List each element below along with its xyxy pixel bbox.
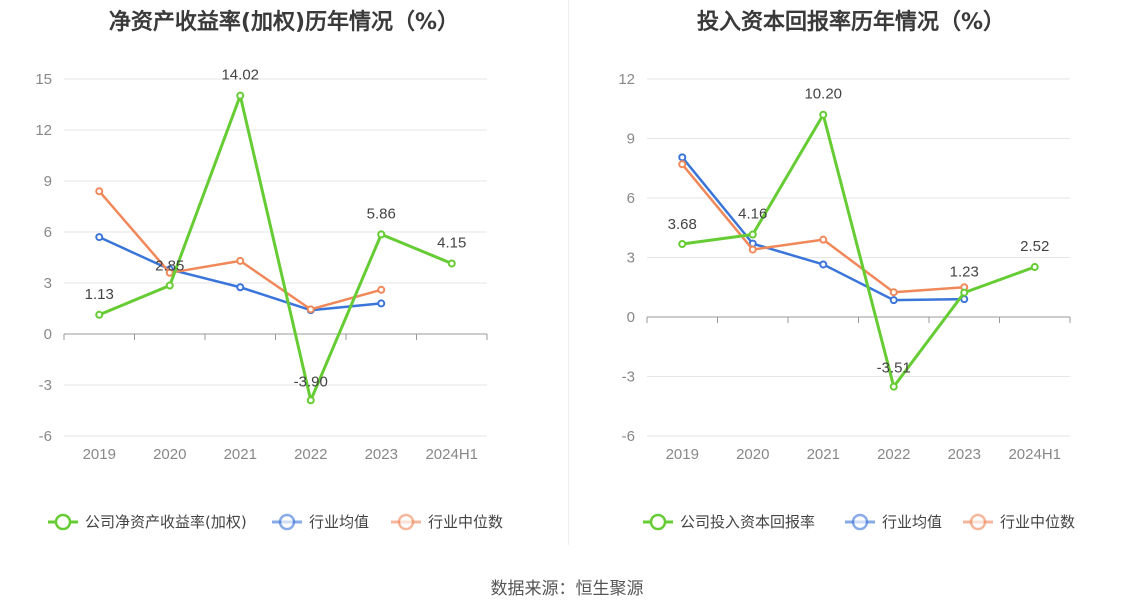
data-point: [819, 110, 828, 119]
x-tick-label: 2020: [153, 446, 186, 463]
data-point: [889, 382, 898, 391]
x-tick-label: 2024H1: [425, 446, 478, 463]
data-point: [678, 240, 687, 249]
legend-marker: [969, 513, 987, 531]
y-tick-label: -6: [622, 428, 635, 445]
y-tick-label: 6: [44, 224, 52, 241]
x-tick-label: 2024H1: [1008, 446, 1061, 463]
legend-item-0: 公司投入资本回报率: [643, 513, 815, 531]
y-tick-label: 15: [35, 71, 52, 88]
legend-item-2: 行业中位数: [391, 513, 503, 531]
data-point: [306, 396, 315, 405]
legend-marker: [851, 513, 869, 531]
y-tick-label: 0: [44, 326, 52, 343]
legend-item-1: 行业均值: [845, 513, 942, 531]
data-label: 4.15: [437, 234, 466, 251]
legend-marker: [649, 513, 667, 531]
data-label: -3.51: [877, 360, 911, 377]
data-point: [236, 283, 245, 292]
y-tick-label: -3: [39, 377, 52, 394]
series-line-2: [98, 190, 382, 311]
y-tick-label: 3: [627, 250, 635, 267]
legend-item-0: 公司净资产收益率(加权): [48, 513, 247, 531]
data-label: 1.23: [950, 264, 979, 281]
y-tick-label: 12: [618, 71, 635, 88]
data-point: [819, 260, 828, 269]
legend-item-2: 行业中位数: [963, 513, 1075, 531]
data-label: 3.68: [668, 216, 697, 233]
data-label: 2.52: [1020, 238, 1049, 255]
data-point: [748, 245, 757, 254]
data-point: [1030, 263, 1039, 272]
y-tick-label: 9: [627, 131, 635, 148]
data-point: [377, 285, 386, 294]
data-label: -3.90: [294, 373, 328, 390]
x-tick-label: 2019: [666, 446, 699, 463]
data-point: [377, 299, 386, 308]
data-point: [447, 259, 456, 268]
legend-label: 公司净资产收益率(加权): [85, 513, 247, 531]
data-point: [95, 310, 104, 319]
data-point: [889, 288, 898, 297]
legend-label: 公司投入资本回报率: [680, 513, 815, 531]
series-line-0: [682, 113, 1036, 389]
series-line-1: [98, 235, 382, 312]
x-tick-label: 2023: [948, 446, 981, 463]
legend-item-1: 行业均值: [272, 513, 369, 531]
data-point: [236, 91, 245, 100]
y-tick-label: 9: [44, 173, 52, 190]
data-point: [960, 288, 969, 297]
data-label: 10.20: [804, 86, 842, 103]
data-source-note: 数据来源：恒生聚源: [490, 579, 644, 599]
data-point: [236, 256, 245, 265]
x-tick-label: 2023: [365, 446, 398, 463]
data-point: [678, 153, 687, 162]
series-line-2: [681, 163, 965, 294]
y-tick-label: -6: [39, 428, 52, 445]
data-point: [377, 230, 386, 239]
y-tick-label: 12: [35, 122, 52, 139]
series-line-1: [681, 156, 965, 302]
x-tick-label: 2021: [224, 446, 257, 463]
data-point: [165, 268, 174, 277]
data-label: 2.85: [155, 258, 184, 275]
series-line-0: [98, 94, 453, 402]
data-point: [819, 235, 828, 244]
panel-divider: [568, 0, 569, 545]
legend-label: 行业均值: [882, 513, 942, 531]
chart-title-roic: 投入资本回报率历年情况（%）: [696, 10, 1006, 35]
data-label: 14.02: [221, 67, 259, 84]
data-label: 4.16: [738, 205, 767, 222]
legend-marker: [397, 513, 415, 531]
x-tick-label: 2021: [807, 446, 840, 463]
legend-marker: [278, 513, 296, 531]
data-point: [306, 305, 315, 314]
chart-1: 12 9 6 3 0 -3 -6 2019 2020 2021 2022 2023 2024H1 3.68…: [618, 71, 1075, 531]
y-tick-label: 0: [627, 309, 635, 326]
legend-label: 行业中位数: [428, 513, 503, 531]
legend-marker: [54, 513, 72, 531]
y-tick-label: -3: [622, 369, 635, 386]
chart-0: 15 12 9 6 3 0 -3 -6 2019 2020 2021 2022 2023 2024H1 1.…: [35, 67, 503, 531]
data-label: 1.13: [85, 286, 114, 303]
y-tick-label: 3: [44, 275, 52, 292]
y-tick-label: 6: [627, 190, 635, 207]
data-label: 5.86: [367, 205, 396, 222]
data-point: [165, 281, 174, 290]
data-point: [678, 160, 687, 169]
x-tick-label: 2019: [83, 446, 116, 463]
x-tick-label: 2020: [736, 446, 769, 463]
data-point: [95, 187, 104, 196]
chart-title-roe: 净资产收益率(加权)历年情况（%）: [108, 10, 460, 35]
data-point: [889, 296, 898, 305]
x-tick-label: 2022: [877, 446, 910, 463]
data-point: [95, 233, 104, 242]
data-point: [748, 230, 757, 239]
x-tick-label: 2022: [294, 446, 327, 463]
legend-label: 行业中位数: [1000, 513, 1075, 531]
legend-label: 行业均值: [309, 513, 369, 531]
